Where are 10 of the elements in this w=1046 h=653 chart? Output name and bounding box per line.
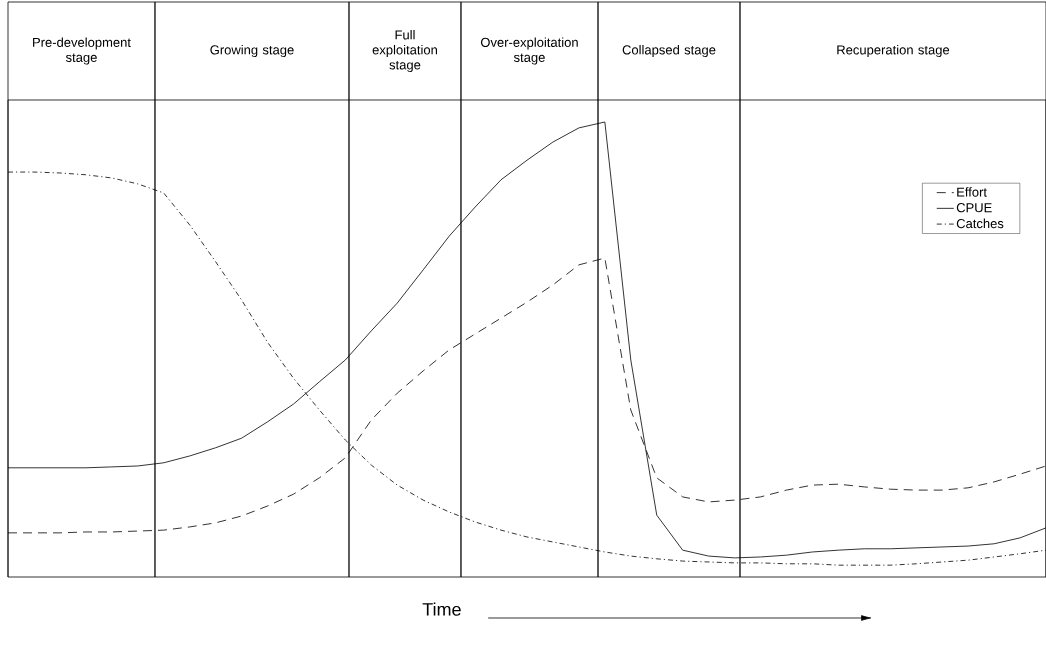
text: Pre-development stage <box>33 37 131 65</box>
text: Recuperation stage <box>837 44 950 58</box>
x-axis-title: Time <box>422 602 461 616</box>
text: Over-exploitation stage <box>480 37 578 65</box>
legend-label: Catches <box>956 218 1004 229</box>
text: Collapsed stage <box>622 44 716 58</box>
legend-label: CPUE <box>956 203 992 213</box>
legend-label: Effort <box>957 187 987 197</box>
text: Growing stage <box>210 44 294 58</box>
text: Full exploitation stage <box>372 29 438 73</box>
